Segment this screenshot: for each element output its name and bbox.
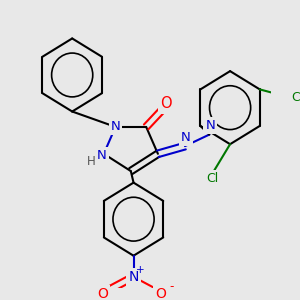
Text: Cl: Cl bbox=[292, 91, 300, 103]
Text: N: N bbox=[111, 120, 120, 134]
Text: N: N bbox=[128, 270, 139, 284]
Text: N: N bbox=[97, 149, 107, 162]
Text: N: N bbox=[206, 119, 215, 132]
Text: +: + bbox=[136, 265, 144, 275]
Text: O: O bbox=[160, 96, 172, 111]
Text: O: O bbox=[98, 287, 108, 300]
Text: -: - bbox=[169, 280, 174, 293]
Text: H: H bbox=[87, 155, 95, 168]
Text: Cl: Cl bbox=[206, 172, 218, 185]
Text: O: O bbox=[155, 287, 166, 300]
Text: N: N bbox=[181, 131, 191, 144]
